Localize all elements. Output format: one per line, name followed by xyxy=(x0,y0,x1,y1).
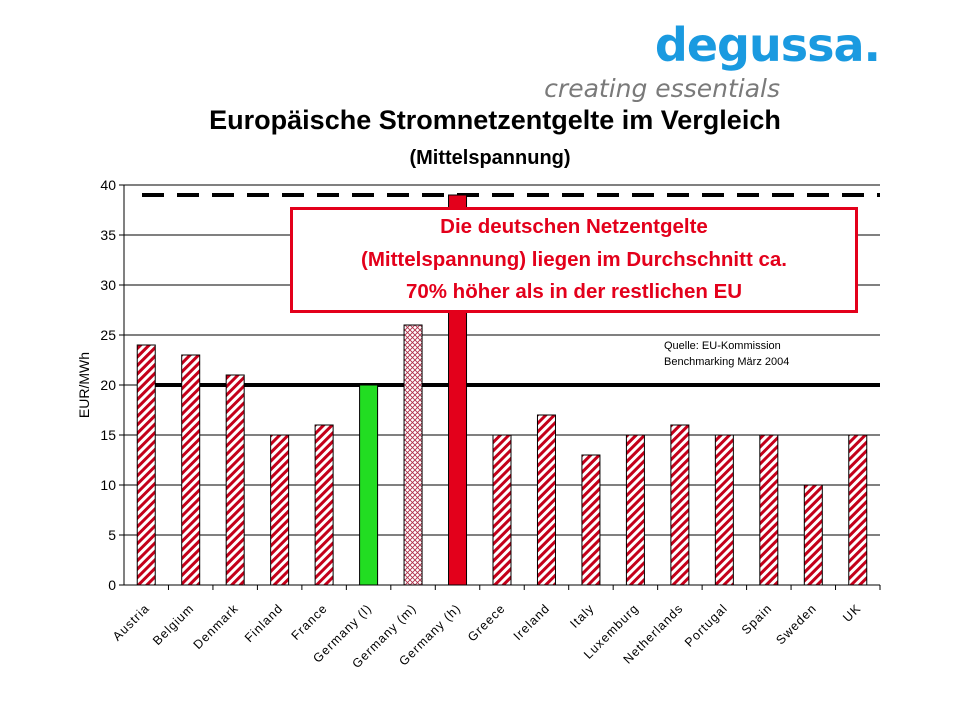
x-tick-label-austria: Austria xyxy=(110,601,152,643)
y-tick-label-0: 0 xyxy=(108,577,116,593)
chart-title: Europäische Stromnetzentgelte im Verglei… xyxy=(209,105,781,135)
bar-france xyxy=(314,424,334,586)
bar-finland xyxy=(270,434,290,586)
y-tick-label-30: 30 xyxy=(100,277,116,293)
chart-subtitle: (Mittelspannung) xyxy=(409,147,571,169)
y-tick-label-25: 25 xyxy=(100,327,116,343)
axes xyxy=(119,184,881,590)
logo-tagline: creating essentials xyxy=(544,74,780,103)
bar-portugal xyxy=(714,434,734,586)
bar-germany-l xyxy=(359,384,379,586)
x-tick-label-denmark: Denmark xyxy=(191,601,242,652)
x-tick-label-finland: Finland xyxy=(242,601,286,645)
y-tick-label-35: 35 xyxy=(100,227,116,243)
logo-wordmark: degussa. xyxy=(654,18,881,72)
x-tick-label-greece: Greece xyxy=(465,601,508,644)
reference-lines xyxy=(142,193,880,387)
y-tick-label-10: 10 xyxy=(100,477,116,493)
bar-greece xyxy=(492,434,512,586)
x-tick-label-france: France xyxy=(289,601,331,643)
x-tick-label-belgium: Belgium xyxy=(150,601,197,648)
bar-luxemburg xyxy=(625,434,645,586)
bar-spain xyxy=(759,434,779,586)
x-tick-label-spain: Spain xyxy=(739,601,775,637)
x-tick-label-uk: UK xyxy=(840,601,864,625)
source-line-2: Benchmarking März 2004 xyxy=(664,356,790,368)
y-tick-label-20: 20 xyxy=(100,377,116,393)
x-tick-label-italy: Italy xyxy=(567,601,597,631)
bar-uk xyxy=(848,434,868,586)
bar-italy xyxy=(581,454,601,586)
bar-ireland xyxy=(536,414,556,586)
bar-denmark xyxy=(225,374,245,586)
x-tick-label-portugal: Portugal xyxy=(682,601,730,649)
source-note: Quelle: EU-Kommission Benchmarking März … xyxy=(664,338,790,370)
y-tick-label-5: 5 xyxy=(108,527,116,543)
y-axis-label: EUR/MWh xyxy=(76,352,92,418)
x-tick-label-sweden: Sweden xyxy=(773,601,819,647)
bar-germany-m xyxy=(403,324,423,586)
bar-belgium xyxy=(181,354,201,586)
x-tick-label-ireland: Ireland xyxy=(511,601,553,643)
bar-sweden xyxy=(803,484,823,586)
y-tick-label-15: 15 xyxy=(100,427,116,443)
bar-netherlands xyxy=(670,424,690,586)
callout-text: Die deutschen Netzentgelte (Mittelspannu… xyxy=(361,214,787,304)
bars xyxy=(136,194,868,586)
source-line-1: Quelle: EU-Kommission xyxy=(664,340,781,352)
y-tick-label-40: 40 xyxy=(100,177,116,193)
bar-austria xyxy=(136,344,156,586)
callout-box: Die deutschen Netzentgelte (Mittelspannu… xyxy=(290,207,858,313)
degussa-logo: degussa. creating essentials xyxy=(544,18,920,113)
